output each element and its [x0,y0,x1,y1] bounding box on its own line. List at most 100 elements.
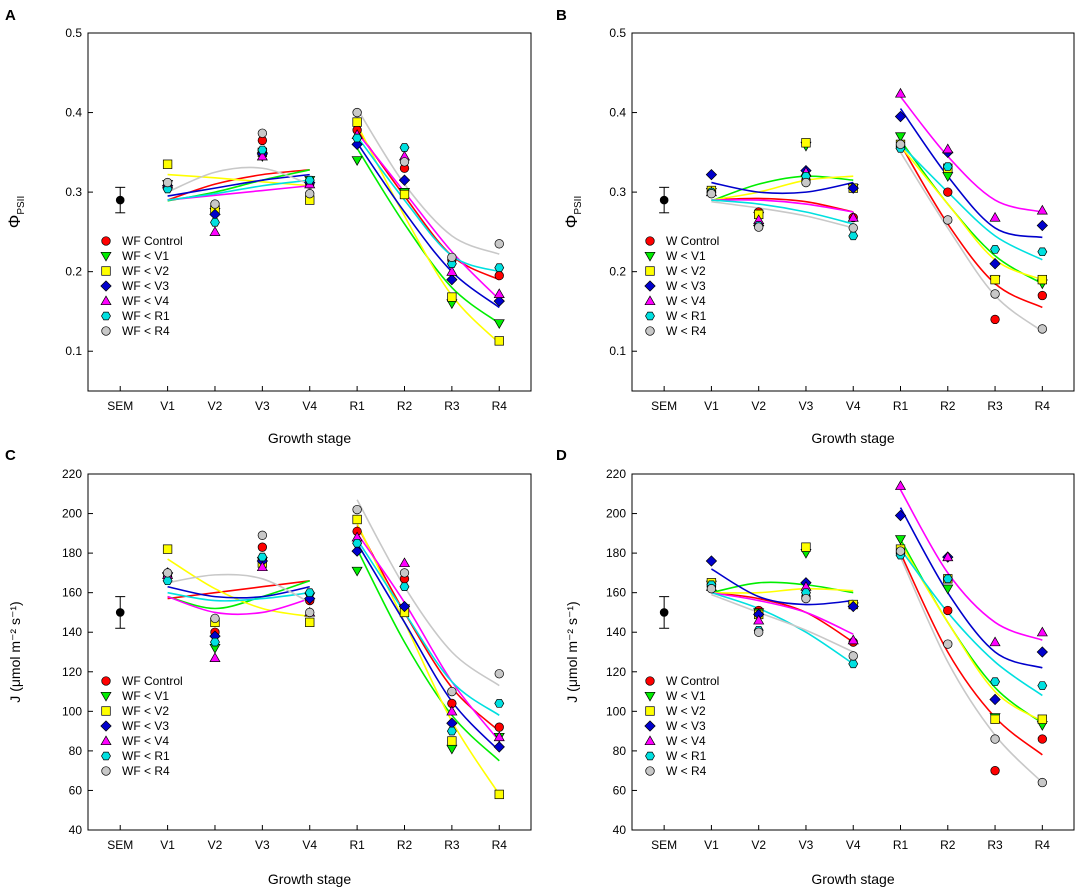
legend-label: WF < V3 [122,719,169,733]
data-point [801,542,811,552]
x-tick-label-V3: V3 [255,399,270,413]
legend-marker [645,266,655,276]
data-point [990,289,1000,299]
fit-curve-vegetative [711,199,854,225]
legend-label: WF < R1 [122,749,170,763]
legend-marker [100,720,112,732]
data-point [398,174,411,186]
legend-label: W < V4 [666,294,706,308]
fit-curve-vegetative [711,568,854,606]
data-point [447,736,457,746]
fit-curve-vegetative [167,580,310,610]
y-axis-title: ΦPSII [5,196,27,228]
x-tick-label-V1: V1 [704,399,719,413]
fit-curve-reproductive [356,131,500,301]
data-point [352,504,362,515]
legend-marker [100,735,112,746]
data-point [1036,626,1048,637]
x-axis-title: Growth stage [268,430,351,446]
data-point [1036,646,1048,658]
legend-label: WF < V2 [122,704,169,718]
data-point [706,584,717,594]
fit-curve-vegetative [711,200,854,229]
data-point [493,295,505,307]
x-axis-title: Growth stage [811,430,894,446]
data-point [990,714,1000,724]
panel-D: D 40 60 80 100 120 140 160 180 200 220 SEM V1 V2 V3 V4 R… [556,447,1075,887]
panel-B: B 0.1 0.2 0.3 0.4 0.5 SEM V1 V2 V3 V4 R1 R2 R3 R4 Growt… [556,7,1075,446]
y-tick-label: 40 [613,823,627,837]
x-tick-label-SEM: SEM [107,838,133,852]
data-point [990,677,1000,686]
data-point [256,150,268,161]
x-axis-title: Growth stage [268,871,351,887]
data-point [943,187,953,197]
data-point [257,530,268,540]
data-point [1037,290,1047,301]
data-point [210,613,220,624]
data-point [493,741,505,753]
fit-curve-vegetative [167,595,310,616]
x-tick-label-R3: R3 [444,399,460,413]
data-point [1036,219,1048,232]
data-point [989,693,1001,706]
panel-letter: C [5,447,16,464]
data-point [399,143,410,152]
data-point [942,162,953,171]
y-tick-label: 120 [62,665,82,679]
fit-curve-vegetative [711,198,854,213]
fit-curve-reproductive [356,538,500,716]
legend-label: W < R4 [666,764,707,778]
y-tick-label: 180 [606,546,626,560]
y-tick-label: 0.1 [609,344,626,358]
data-point [305,617,315,627]
data-point [304,175,315,185]
y-axis-title: J (μmol m⁻² s⁻¹) [564,601,580,702]
legend-label: WF Control [122,234,183,248]
fit-curve-vegetative [167,173,310,187]
data-point [257,552,268,562]
fit-curve-reproductive [356,142,500,309]
legend-label: W < V3 [666,719,706,733]
data-point [399,189,410,200]
fit-curve-vegetative [711,593,854,653]
y-tick-label: 0.2 [65,265,82,279]
data-point [257,145,268,155]
data-point [446,273,458,286]
data-point [493,319,505,330]
data-point [942,143,954,154]
y-tick-label: 80 [613,744,627,758]
legend-marker [645,236,655,246]
panel-letter: B [556,7,567,24]
data-point [801,593,811,604]
legend-label: W < V1 [666,249,706,263]
x-tick-label-R3: R3 [987,838,1003,852]
data-point [493,288,505,299]
data-point [895,139,906,150]
fit-curve-vegetative [167,179,310,201]
data-point [493,731,505,742]
data-point [847,600,859,613]
data-point [848,659,859,669]
data-point [705,555,718,567]
panel-C: C 40 60 80 100 120 140 160 180 200 220 SEM V1 V2 V3 V4 R… [5,447,532,887]
data-point [352,107,362,118]
y-axis-title: ΦPSII [562,196,584,228]
data-point [894,132,907,143]
y-tick-label: 200 [606,507,626,521]
data-point [446,744,458,755]
y-tick-label: 120 [606,665,626,679]
legend-marker [644,295,656,306]
data-point [1037,714,1047,724]
fit-curve-vegetative [711,591,854,643]
data-point [894,509,907,522]
data-point [706,189,717,199]
data-point [894,87,907,98]
data-point [446,705,458,716]
data-point [1037,734,1047,744]
data-point [494,789,504,800]
panel-letter: D [556,447,567,464]
y-axis-title: J (μmol m⁻² s⁻¹) [7,601,23,702]
x-tick-label-R4: R4 [492,838,508,852]
data-point [801,177,811,188]
